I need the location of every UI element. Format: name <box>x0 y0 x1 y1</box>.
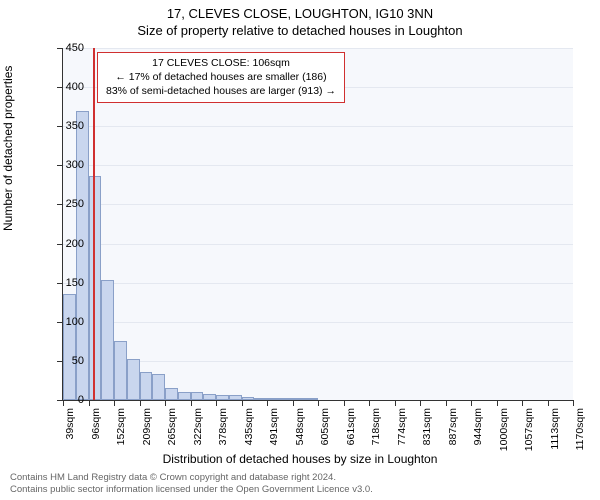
histogram-bar <box>101 280 114 400</box>
x-tick-label: 39sqm <box>64 408 76 458</box>
x-tick-label: 378sqm <box>217 408 229 458</box>
x-tick <box>573 400 574 406</box>
y-tick-label: 450 <box>54 42 84 54</box>
x-tick <box>191 400 192 406</box>
y-tick-label: 150 <box>54 277 84 289</box>
y-axis-title: Number of detached properties <box>1 66 15 231</box>
x-tick-label: 1000sqm <box>498 408 510 458</box>
chart-plot-area: 17 CLEVES CLOSE: 106sqm ← 17% of detache… <box>62 48 573 401</box>
x-tick-label: 1057sqm <box>523 408 535 458</box>
x-tick-label: 718sqm <box>370 408 382 458</box>
histogram-bar <box>280 398 293 400</box>
y-tick-label: 50 <box>54 355 84 367</box>
x-tick-label: 887sqm <box>447 408 459 458</box>
histogram-bar <box>114 341 127 400</box>
x-tick-label: 96sqm <box>90 408 102 458</box>
x-tick <box>318 400 319 406</box>
histogram-bar <box>293 398 306 400</box>
x-tick <box>497 400 498 406</box>
x-tick-label: 491sqm <box>268 408 280 458</box>
x-tick <box>242 400 243 406</box>
y-tick-label: 200 <box>54 238 84 250</box>
x-tick <box>216 400 217 406</box>
x-tick-label: 548sqm <box>294 408 306 458</box>
histogram-bar <box>254 398 267 400</box>
x-tick <box>548 400 549 406</box>
x-tick <box>420 400 421 406</box>
x-tick <box>522 400 523 406</box>
histogram-bar <box>267 398 280 400</box>
histogram-bar <box>216 395 229 400</box>
annotation-line1: 17 CLEVES CLOSE: 106sqm <box>106 56 336 70</box>
x-tick-label: 605sqm <box>319 408 331 458</box>
y-tick-label: 400 <box>54 81 84 93</box>
x-tick <box>114 400 115 406</box>
x-tick-label: 774sqm <box>396 408 408 458</box>
x-tick <box>267 400 268 406</box>
y-tick-label: 300 <box>54 159 84 171</box>
histogram-bar <box>191 392 204 400</box>
histogram-bar <box>152 374 165 400</box>
x-tick-label: 265sqm <box>166 408 178 458</box>
x-tick <box>293 400 294 406</box>
x-tick-label: 1113sqm <box>549 408 561 458</box>
footer-line1: Contains HM Land Registry data © Crown c… <box>10 472 373 484</box>
histogram-bar <box>63 294 76 400</box>
x-tick <box>89 400 90 406</box>
gridline <box>63 126 573 127</box>
chart-title-subtitle: Size of property relative to detached ho… <box>0 21 600 38</box>
y-tick-label: 100 <box>54 316 84 328</box>
x-tick-label: 944sqm <box>472 408 484 458</box>
footer-attribution: Contains HM Land Registry data © Crown c… <box>10 472 373 496</box>
histogram-bar <box>242 397 255 400</box>
x-tick <box>471 400 472 406</box>
y-tick-label: 350 <box>54 120 84 132</box>
gridline <box>63 204 573 205</box>
gridline <box>63 283 573 284</box>
gridline <box>63 322 573 323</box>
x-tick <box>165 400 166 406</box>
gridline <box>63 165 573 166</box>
gridline <box>63 48 573 49</box>
gridline <box>63 244 573 245</box>
property-marker-line <box>93 48 95 400</box>
histogram-bar <box>305 398 318 400</box>
x-tick <box>395 400 396 406</box>
x-tick-label: 152sqm <box>115 408 127 458</box>
gridline <box>63 361 573 362</box>
histogram-bar <box>203 394 216 400</box>
x-tick-label: 209sqm <box>141 408 153 458</box>
histogram-bar <box>140 372 153 400</box>
x-tick-label: 435sqm <box>243 408 255 458</box>
histogram-bar <box>178 392 191 400</box>
histogram-bar <box>229 395 242 400</box>
x-tick <box>446 400 447 406</box>
y-tick-label: 0 <box>54 394 84 406</box>
footer-line2: Contains public sector information licen… <box>10 484 373 496</box>
x-tick <box>140 400 141 406</box>
y-tick-label: 250 <box>54 198 84 210</box>
x-tick <box>344 400 345 406</box>
x-tick <box>369 400 370 406</box>
histogram-bar <box>165 388 178 400</box>
x-tick-label: 322sqm <box>192 408 204 458</box>
annotation-callout: 17 CLEVES CLOSE: 106sqm ← 17% of detache… <box>97 52 345 103</box>
annotation-line2: ← 17% of detached houses are smaller (18… <box>106 70 336 84</box>
x-tick-label: 661sqm <box>345 408 357 458</box>
annotation-line3: 83% of semi-detached houses are larger (… <box>106 84 336 98</box>
chart-title-address: 17, CLEVES CLOSE, LOUGHTON, IG10 3NN <box>0 0 600 21</box>
x-tick-label: 831sqm <box>421 408 433 458</box>
histogram-bar <box>127 359 140 400</box>
x-tick-label: 1170sqm <box>574 408 586 458</box>
